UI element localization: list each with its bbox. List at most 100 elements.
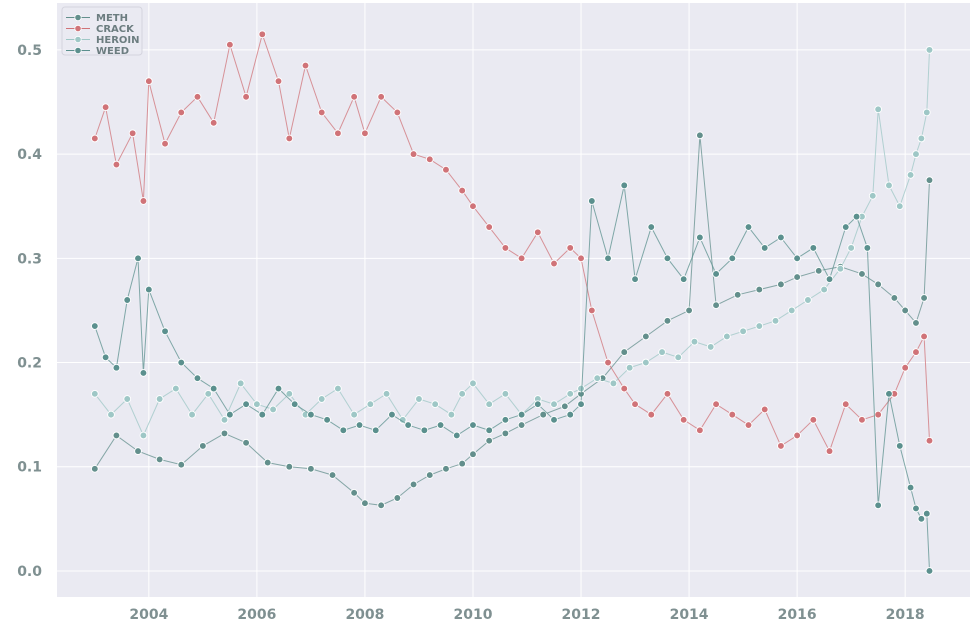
data-point-crack: [469, 202, 477, 211]
data-point-weed: [885, 389, 893, 398]
data-point-weed: [895, 442, 904, 450]
data-point-crack: [858, 415, 866, 424]
legend-label-weed: WEED: [96, 46, 129, 57]
data-point-weed: [679, 275, 688, 284]
data-point-crack: [587, 306, 596, 315]
data-point-meth: [793, 273, 801, 281]
data-point-weed: [825, 275, 834, 284]
data-point-crack: [274, 77, 283, 86]
data-point-weed: [112, 363, 121, 372]
data-point-crack: [501, 244, 510, 252]
data-point-weed: [290, 400, 299, 409]
data-point-heroin: [139, 431, 148, 440]
data-point-meth: [90, 464, 99, 473]
data-point-weed: [242, 400, 250, 409]
data-point-heroin: [885, 181, 893, 190]
data-point-weed: [123, 296, 132, 304]
data-point-meth: [350, 488, 358, 497]
data-point-heroin: [415, 395, 423, 403]
data-point-heroin: [350, 410, 358, 419]
data-point-crack: [301, 61, 310, 70]
data-point-meth: [285, 462, 294, 471]
data-point-crack: [193, 92, 202, 101]
data-point-crack: [620, 384, 629, 393]
data-point-crack: [777, 442, 785, 450]
data-point-meth: [307, 464, 315, 473]
data-point-crack: [577, 254, 585, 263]
data-point-heroin: [593, 374, 602, 383]
data-point-crack: [442, 165, 450, 174]
data-point-crack: [285, 134, 294, 143]
data-point-crack: [920, 332, 928, 341]
data-point-crack: [728, 410, 737, 419]
data-point-crack: [663, 389, 672, 398]
data-point-heroin: [895, 202, 904, 211]
data-point-weed: [566, 410, 575, 419]
y-tick-label: 0.5: [17, 43, 42, 59]
data-point-weed: [101, 353, 110, 362]
data-point-weed: [485, 426, 494, 435]
data-point-crack: [604, 358, 612, 367]
data-point-weed: [917, 514, 926, 523]
data-point-meth: [328, 471, 337, 479]
data-point-crack: [925, 436, 934, 445]
legend-marker-heroin: [74, 35, 82, 44]
data-point-crack: [550, 259, 558, 268]
data-point-weed: [777, 233, 785, 242]
data-point-crack: [209, 118, 218, 127]
data-point-weed: [874, 501, 883, 510]
data-point-crack: [377, 92, 385, 101]
data-point-crack: [317, 108, 326, 117]
data-point-crack: [177, 108, 186, 117]
data-point-crack: [825, 447, 834, 455]
legend-label-crack: CRACK: [96, 24, 135, 35]
data-point-heroin: [847, 244, 855, 252]
data-point-crack: [226, 40, 234, 49]
x-tick-label: 2018: [886, 607, 925, 623]
data-point-crack: [334, 129, 342, 138]
data-point-heroin: [642, 358, 650, 367]
data-point-crack: [874, 410, 883, 419]
data-point-heroin: [925, 46, 934, 54]
data-point-meth: [485, 436, 494, 445]
data-point-crack: [393, 108, 402, 117]
data-point-weed: [161, 327, 169, 336]
data-point-crack: [647, 410, 656, 419]
x-tick-label: 2016: [778, 607, 817, 623]
data-point-weed: [134, 254, 142, 263]
data-point-meth: [912, 319, 920, 327]
data-point-heroin: [912, 150, 920, 158]
data-point-heroin: [469, 379, 477, 388]
data-point-heroin: [804, 296, 812, 304]
y-tick-label: 0.3: [17, 251, 42, 267]
data-point-crack: [144, 77, 153, 86]
data-point-weed: [355, 421, 364, 429]
data-point-meth: [777, 280, 785, 289]
data-point-heroin: [107, 410, 115, 419]
data-point-crack: [361, 129, 369, 138]
y-tick-label: 0.2: [17, 356, 42, 372]
data-point-weed: [663, 254, 672, 263]
data-point-meth: [112, 431, 121, 440]
data-point-weed: [793, 254, 801, 263]
data-point-heroin: [90, 389, 99, 398]
data-point-heroin: [690, 337, 699, 346]
legend-marker-crack: [74, 24, 82, 33]
data-point-meth: [263, 458, 272, 467]
data-point-meth: [155, 455, 164, 464]
data-point-weed: [620, 181, 629, 190]
data-point-heroin: [820, 285, 828, 294]
data-point-weed: [452, 431, 461, 440]
data-point-crack: [425, 155, 434, 164]
data-point-weed: [912, 504, 920, 513]
data-point-heroin: [334, 384, 342, 393]
data-point-heroin: [253, 400, 261, 409]
data-point-crack: [566, 244, 575, 252]
data-point-weed: [841, 223, 850, 231]
data-point-heroin: [906, 171, 915, 179]
data-point-crack: [517, 254, 526, 263]
grid: [57, 3, 970, 597]
data-point-weed: [550, 415, 558, 424]
data-point-weed: [258, 410, 267, 419]
